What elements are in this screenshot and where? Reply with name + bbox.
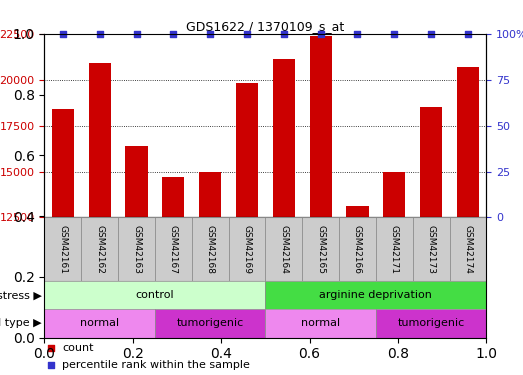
Bar: [450, 217, 486, 281]
Bar: [339, 217, 376, 281]
Text: GSM42163: GSM42163: [132, 225, 141, 274]
Point: [47, 345, 55, 351]
Bar: [44, 309, 155, 338]
Text: GSM42173: GSM42173: [427, 225, 436, 274]
Bar: [413, 217, 450, 281]
Bar: [266, 309, 376, 338]
Bar: [376, 309, 486, 338]
Bar: [302, 217, 339, 281]
Bar: [126, 146, 147, 218]
Bar: [229, 217, 266, 281]
Text: GSM42168: GSM42168: [206, 225, 214, 274]
Bar: [266, 217, 302, 281]
Text: normal: normal: [80, 318, 119, 328]
Text: GSM42164: GSM42164: [279, 225, 288, 274]
Bar: [199, 172, 221, 217]
Text: GSM42174: GSM42174: [463, 225, 472, 274]
Point: [96, 31, 104, 37]
Bar: [81, 217, 118, 281]
Text: normal: normal: [301, 318, 340, 328]
Bar: [52, 109, 74, 217]
Point: [354, 31, 362, 37]
Bar: [44, 217, 81, 281]
Text: GSM42171: GSM42171: [390, 225, 399, 274]
Text: GSM42166: GSM42166: [353, 225, 362, 274]
Text: GSM42165: GSM42165: [316, 225, 325, 274]
Text: control: control: [135, 290, 174, 300]
Bar: [89, 63, 111, 217]
Bar: [457, 67, 479, 218]
Text: GSM42169: GSM42169: [243, 225, 252, 274]
Point: [427, 31, 435, 37]
Point: [464, 31, 472, 37]
Bar: [192, 217, 229, 281]
Bar: [162, 177, 185, 218]
Bar: [376, 217, 413, 281]
Point: [280, 31, 288, 37]
Bar: [118, 217, 155, 281]
Point: [47, 362, 55, 368]
Bar: [273, 60, 295, 217]
Text: cell type ▶: cell type ▶: [0, 318, 42, 328]
Bar: [420, 107, 442, 218]
Bar: [155, 309, 266, 338]
Point: [206, 31, 214, 37]
Bar: [44, 281, 266, 309]
Bar: [236, 83, 258, 218]
Bar: [310, 36, 332, 218]
Text: percentile rank within the sample: percentile rank within the sample: [62, 360, 250, 369]
Bar: [155, 217, 192, 281]
Point: [390, 31, 399, 37]
Point: [243, 31, 251, 37]
Bar: [266, 281, 486, 309]
Text: GSM42161: GSM42161: [59, 225, 67, 274]
Text: tumorigenic: tumorigenic: [177, 318, 244, 328]
Text: count: count: [62, 343, 94, 353]
Text: GSM42162: GSM42162: [95, 225, 104, 274]
Bar: [346, 207, 369, 218]
Text: GSM42167: GSM42167: [169, 225, 178, 274]
Text: arginine deprivation: arginine deprivation: [320, 290, 433, 300]
Bar: [383, 172, 405, 217]
Point: [132, 31, 141, 37]
Point: [316, 31, 325, 37]
Text: stress ▶: stress ▶: [0, 290, 42, 300]
Point: [59, 31, 67, 37]
Title: GDS1622 / 1370109_s_at: GDS1622 / 1370109_s_at: [186, 20, 345, 33]
Text: tumorigenic: tumorigenic: [397, 318, 465, 328]
Point: [169, 31, 177, 37]
